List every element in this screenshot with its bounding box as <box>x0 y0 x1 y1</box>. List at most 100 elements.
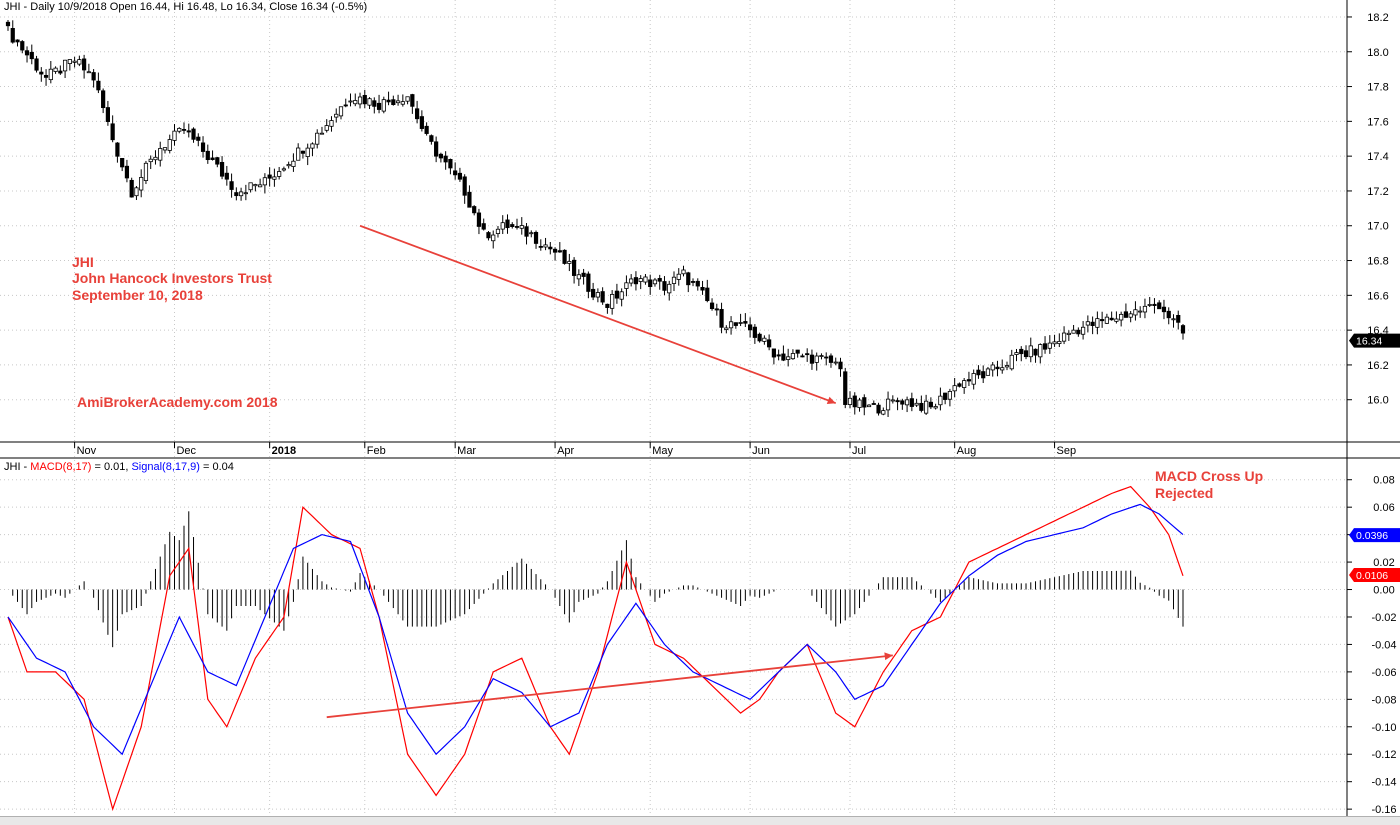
candle-body <box>153 156 158 161</box>
candle-body <box>909 398 914 407</box>
macd-header-prefix: JHI - <box>4 461 31 473</box>
candle-body <box>129 179 134 198</box>
candle-body <box>1176 314 1181 323</box>
candle-body <box>1119 313 1124 321</box>
candle-body <box>695 280 700 287</box>
macd-tick-label: -0.12 <box>1371 749 1396 761</box>
candle-body <box>1104 316 1109 324</box>
candle-body <box>667 283 672 294</box>
candle-body <box>510 224 515 227</box>
candle-body <box>914 402 919 406</box>
macd-note-line2: Rejected <box>1155 485 1214 501</box>
candle-body <box>738 322 743 324</box>
candle-body <box>43 74 49 78</box>
candle-body <box>462 176 467 196</box>
candle-body <box>376 102 382 110</box>
candle-body <box>181 128 187 131</box>
candle-body <box>676 273 681 280</box>
candle-body <box>824 356 829 359</box>
macd-tick-label: 0.02 <box>1373 557 1394 569</box>
candle-body <box>643 276 648 283</box>
candle-body <box>29 51 34 60</box>
candle-body <box>105 107 110 122</box>
candle-body <box>419 116 424 129</box>
last-price-tag-text: 16.34 <box>1356 336 1382 348</box>
candle-body <box>595 292 600 298</box>
candle-body <box>571 259 577 276</box>
candle-body <box>115 142 120 157</box>
candle-body <box>971 373 976 385</box>
candle-body <box>943 392 948 400</box>
candle-body <box>457 172 463 180</box>
candle-body <box>790 353 796 360</box>
candle-body <box>714 308 719 311</box>
candle-body <box>866 404 872 408</box>
candle-body <box>1152 303 1157 306</box>
candle-body <box>224 172 229 180</box>
candle-body <box>1047 342 1052 349</box>
candle-body <box>524 226 529 237</box>
candle-body <box>367 98 372 106</box>
candle-body <box>781 353 786 361</box>
candle-body <box>662 281 667 291</box>
candle-body <box>795 349 800 354</box>
candle-body <box>557 250 562 253</box>
candle-body <box>962 380 967 388</box>
last-price-tag-bg <box>1349 333 1400 348</box>
candle-body <box>1157 302 1162 310</box>
candle-body <box>248 182 253 191</box>
candle-body <box>1061 332 1067 342</box>
candle-body <box>952 385 957 392</box>
candle-body <box>847 397 853 405</box>
month-label: Feb <box>367 445 386 457</box>
candle-body <box>1009 354 1014 370</box>
candle-body <box>762 337 767 342</box>
candle-body <box>1109 317 1114 321</box>
macd-tick-label: -0.08 <box>1371 694 1396 706</box>
candle-body <box>852 395 857 408</box>
candle-body <box>319 132 325 135</box>
macd-grid <box>0 479 1347 810</box>
candle-body <box>67 59 72 64</box>
candle-body <box>904 399 910 406</box>
signal-line <box>7 503 1184 756</box>
candle-body <box>752 326 757 338</box>
candle-body <box>809 354 815 364</box>
candle-body <box>767 339 772 348</box>
price-tick-label: 18.0 <box>1367 47 1388 59</box>
candle-body <box>1095 318 1100 328</box>
candle-body <box>857 399 862 408</box>
candle-body <box>395 100 401 104</box>
candle-body <box>885 398 891 411</box>
candle-body <box>200 142 206 152</box>
candle-body <box>562 249 567 264</box>
month-label: Aug <box>957 445 977 457</box>
candle-body <box>391 99 396 106</box>
candle-body <box>177 128 182 132</box>
price-tick-label: 16.6 <box>1367 290 1388 302</box>
candle-body <box>605 303 610 308</box>
candle-body <box>53 67 58 72</box>
candle-body <box>1019 348 1024 355</box>
candle-body <box>101 90 106 109</box>
candle-body <box>329 120 334 127</box>
candle-body <box>576 274 581 280</box>
candle-body <box>1090 321 1095 326</box>
candle-body <box>881 410 886 415</box>
candle-body <box>1052 341 1057 345</box>
candle-body <box>1042 343 1048 350</box>
candle-body <box>505 219 510 229</box>
price-trendline-head <box>826 396 836 405</box>
candle-body <box>657 278 662 282</box>
candle-body <box>548 246 553 250</box>
price-tick-label: 16.2 <box>1367 360 1388 372</box>
price-trendline <box>359 224 837 405</box>
candle-body <box>538 245 543 248</box>
candle-body <box>343 104 348 107</box>
month-label: Jun <box>752 445 770 457</box>
candle-body <box>533 231 539 244</box>
sheet-tab-bar[interactable] <box>0 816 1400 825</box>
candle-body <box>443 155 448 163</box>
macd-tick-label: -0.04 <box>1371 639 1396 651</box>
candle-body <box>976 369 981 376</box>
